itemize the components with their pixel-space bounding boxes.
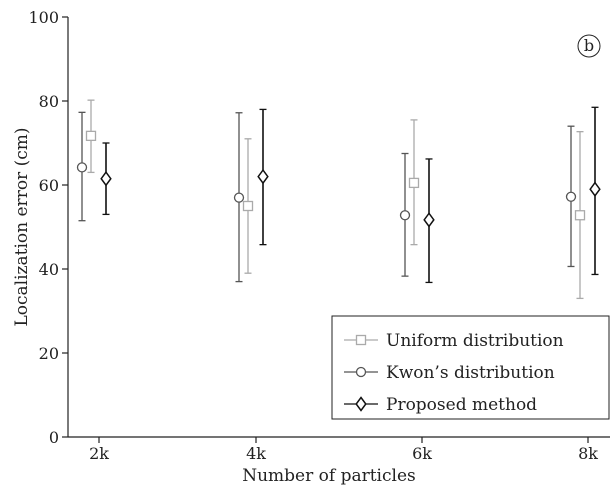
legend-entry: Uniform distribution — [344, 331, 564, 351]
data-point-circle — [565, 191, 577, 202]
data-point-square — [574, 210, 586, 221]
data-point-circle — [233, 192, 245, 203]
panel-label-circle — [577, 34, 601, 58]
panel-label-text: b — [584, 36, 594, 55]
data-point-diamond — [257, 168, 269, 185]
legend-label: Uniform distribution — [386, 331, 564, 351]
x-ticks: 2k 4k 6k 8k — [89, 437, 598, 463]
legend-marker-circle — [355, 366, 367, 378]
series-uniform-distribution — [85, 99, 586, 300]
data-point-square — [85, 130, 97, 142]
x-tick-label: 6k — [412, 444, 432, 463]
y-tick-label: 0 — [49, 428, 59, 447]
series-layer — [76, 99, 601, 300]
legend: Uniform distribution Kwon’s distribution P… — [331, 315, 610, 420]
legend-label: Proposed method — [386, 395, 537, 415]
y-ticks: 0 20 40 60 80 100 — [28, 8, 68, 447]
x-tick-label: 8k — [578, 444, 598, 463]
legend-entry: Proposed method — [344, 395, 537, 415]
legend-entry: Kwon’s distribution — [344, 363, 555, 383]
y-tick-label: 40 — [39, 260, 59, 279]
legend-box — [331, 315, 610, 420]
data-point-circle — [399, 210, 411, 221]
y-axis-title: Localization error (cm) — [12, 128, 32, 327]
y-tick-label: 100 — [28, 8, 59, 27]
series-kwon-s-distribution — [76, 111, 577, 283]
legend-marker-diamond — [355, 396, 367, 412]
data-point-diamond — [589, 181, 601, 197]
data-point-square — [408, 177, 420, 189]
axes — [67, 17, 610, 438]
x-tick-label: 2k — [89, 444, 109, 463]
x-tick-label: 4k — [246, 444, 266, 463]
y-tick-label: 20 — [39, 344, 59, 363]
data-point-diamond — [423, 212, 435, 228]
panel-label-badge: b — [577, 34, 601, 58]
x-axis-title: Number of particles — [242, 466, 416, 486]
data-point-diamond — [100, 170, 112, 187]
data-point-circle — [76, 162, 88, 173]
y-tick-label: 60 — [39, 176, 59, 195]
y-tick-label: 80 — [39, 92, 59, 111]
legend-marker-square — [355, 334, 367, 346]
series-proposed-method — [100, 106, 601, 284]
legend-label: Kwon’s distribution — [386, 363, 555, 383]
data-point-square — [242, 200, 254, 212]
